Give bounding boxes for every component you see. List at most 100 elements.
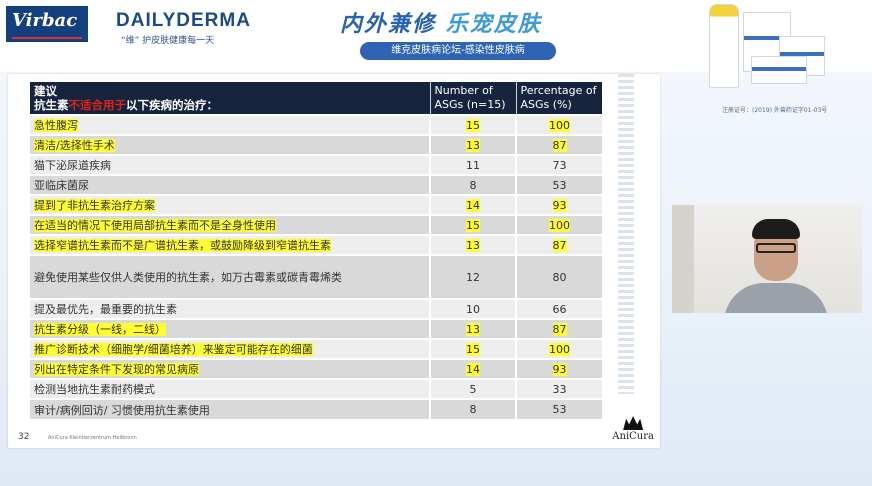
table-row: 急性腹泻 15 100 [30, 114, 602, 135]
table-row: 抗生素分级（一线，二线） 13 87 [30, 318, 602, 339]
row-label-text: 列出在特定条件下发现的常见病原 [34, 363, 199, 376]
product-box [751, 56, 807, 84]
row-count-text: 8 [469, 178, 477, 192]
banner-title-part1: 内外兼修 [340, 12, 437, 37]
row-percentage-text: 80 [552, 270, 567, 284]
row-count-text: 13 [466, 238, 480, 252]
row-count: 13 [429, 318, 516, 339]
row-label: 在适当的情况下使用局部抗生素而不是全身性使用 [30, 214, 430, 235]
row-label: 避免使用某些仅供人类使用的抗生素，如万古霉素或碳青霉烯类 [30, 254, 430, 299]
row-percentage-text: 87 [552, 138, 567, 152]
row-count: 13 [429, 234, 516, 255]
table-header-row: 建议 抗生素不适合用于以下疾病的治疗： Number of ASGs (n=15… [30, 82, 602, 115]
row-percentage: 100 [515, 114, 602, 135]
row-percentage-text: 73 [552, 158, 567, 172]
row-label: 猫下泌尿道疾病 [30, 154, 430, 175]
row-count-text: 14 [466, 198, 480, 212]
row-percentage-text: 53 [552, 178, 567, 192]
table-row: 清洁/选择性手术 13 87 [30, 134, 602, 155]
row-count: 12 [429, 254, 516, 299]
antibiotic-guideline-table: 建议 抗生素不适合用于以下疾病的治疗： Number of ASGs (n=15… [30, 82, 602, 419]
table-row: 检测当地抗生素耐药模式 5 33 [30, 378, 602, 399]
speaker-glasses [756, 243, 796, 253]
table-row: 提及最优先，最重要的抗生素 10 66 [30, 298, 602, 319]
row-count-text: 5 [469, 382, 477, 396]
banner-title-part2: 乐宠皮肤 [445, 12, 542, 37]
virbac-logo: Virbac [6, 6, 88, 42]
header-percentage-asgs: Percentage of ASGs (%) [515, 82, 602, 115]
row-count-text: 15 [466, 118, 480, 132]
row-label-text: 避免使用某些仅供人类使用的抗生素，如万古霉素或碳青霉烯类 [34, 271, 342, 284]
daily-derma-tagline: “维” 护皮肤健康每一天 [121, 36, 215, 46]
row-percentage-text: 87 [552, 322, 567, 336]
row-percentage: 87 [515, 134, 602, 155]
anicura-logo: AniCura [612, 416, 654, 442]
row-count: 15 [429, 214, 516, 235]
table-row: 亚临床菌尿 8 53 [30, 174, 602, 195]
row-count: 15 [429, 338, 516, 359]
row-percentage-text: 100 [549, 118, 570, 132]
warning-text: 不适合用于 [68, 98, 127, 112]
row-count: 13 [429, 134, 516, 155]
row-label: 急性腹泻 [30, 114, 430, 135]
row-label-text: 审计/病例回访/ 习惯使用抗生素使用 [34, 403, 210, 417]
row-percentage-text: 53 [552, 403, 567, 416]
decorative-stripe [618, 74, 634, 394]
virbac-logo-underline [12, 37, 82, 39]
row-label: 抗生素分级（一线，二线） [30, 318, 430, 339]
row-percentage: 87 [515, 234, 602, 255]
row-label: 选择窄谱抗生素而不是广谱抗生素，或鼓励降级到窄谱抗生素 [30, 234, 430, 255]
product-bottle [709, 4, 739, 88]
row-label: 列出在特定条件下发现的常见病原 [30, 358, 430, 379]
slide-number: 32 [18, 432, 30, 442]
row-percentage: 100 [515, 338, 602, 359]
row-count-text: 11 [466, 158, 480, 172]
row-count-text: 10 [466, 302, 480, 316]
row-count-text: 15 [466, 218, 480, 232]
row-label-text: 检测当地抗生素耐药模式 [34, 383, 155, 396]
row-count-text: 15 [466, 342, 480, 356]
row-count: 8 [429, 174, 516, 195]
table-row: 推广诊断技术（细胞学/细菌培养）来鉴定可能存在的细菌 15 100 [30, 338, 602, 359]
daily-derma-logo: DAILYDERMA [116, 10, 251, 31]
slide-footer-text: AniCura Kleintierzentrum Heilbronn [48, 435, 137, 441]
row-percentage-text: 66 [552, 302, 567, 316]
banner-title: 内外兼修 乐宠皮肤 [340, 6, 542, 38]
speaker-hair [752, 219, 800, 239]
table-body: 急性腹泻 15 100 清洁/选择性手术 13 87 猫下泌尿道疾病 11 73 亚临床菌尿 8 53… [30, 114, 602, 419]
webcam-background-door [672, 205, 694, 313]
row-count: 11 [429, 154, 516, 175]
row-label: 审计/病例回访/ 习惯使用抗生素使用 [30, 398, 430, 419]
row-label-text: 推广诊断技术（细胞学/细菌培养）来鉴定可能存在的细菌 [34, 343, 313, 356]
row-label: 提到了非抗生素治疗方案 [30, 194, 430, 215]
table-row: 避免使用某些仅供人类使用的抗生素，如万古霉素或碳青霉烯类 12 80 [30, 254, 602, 299]
row-percentage: 33 [515, 378, 602, 399]
row-count-text: 13 [466, 322, 480, 336]
row-label: 亚临床菌尿 [30, 174, 430, 195]
row-count: 14 [429, 358, 516, 379]
anicura-cat-icon [623, 416, 644, 430]
conference-header: Virbac DAILYDERMA “维” 护皮肤健康每一天 内外兼修 乐宠皮肤… [0, 0, 872, 88]
row-percentage: 53 [515, 398, 602, 419]
row-percentage-text: 87 [552, 238, 567, 252]
row-count: 5 [429, 378, 516, 399]
row-label: 提及最优先，最重要的抗生素 [30, 298, 430, 319]
row-percentage: 93 [515, 358, 602, 379]
row-label-text: 提及最优先，最重要的抗生素 [34, 303, 177, 316]
row-count-text: 8 [469, 403, 477, 416]
registration-number: 注册证号：(2019) 外兽药证字01-03号 [722, 107, 828, 114]
row-label-text: 提到了非抗生素治疗方案 [34, 199, 155, 212]
row-percentage: 93 [515, 194, 602, 215]
row-percentage: 53 [515, 174, 602, 195]
row-percentage-text: 93 [552, 362, 567, 376]
speaker-webcam [672, 205, 862, 313]
row-label-text: 猫下泌尿道疾病 [34, 159, 111, 172]
row-count-text: 12 [466, 270, 480, 284]
row-percentage-text: 100 [549, 342, 570, 356]
speaker-body [724, 283, 828, 313]
row-label-text: 选择窄谱抗生素而不是广谱抗生素，或鼓励降级到窄谱抗生素 [34, 239, 331, 252]
row-percentage: 80 [515, 254, 602, 299]
row-count: 10 [429, 298, 516, 319]
header-number-asgs: Number of ASGs (n=15) [429, 82, 516, 115]
row-label-text: 抗生素分级（一线，二线） [34, 323, 166, 336]
